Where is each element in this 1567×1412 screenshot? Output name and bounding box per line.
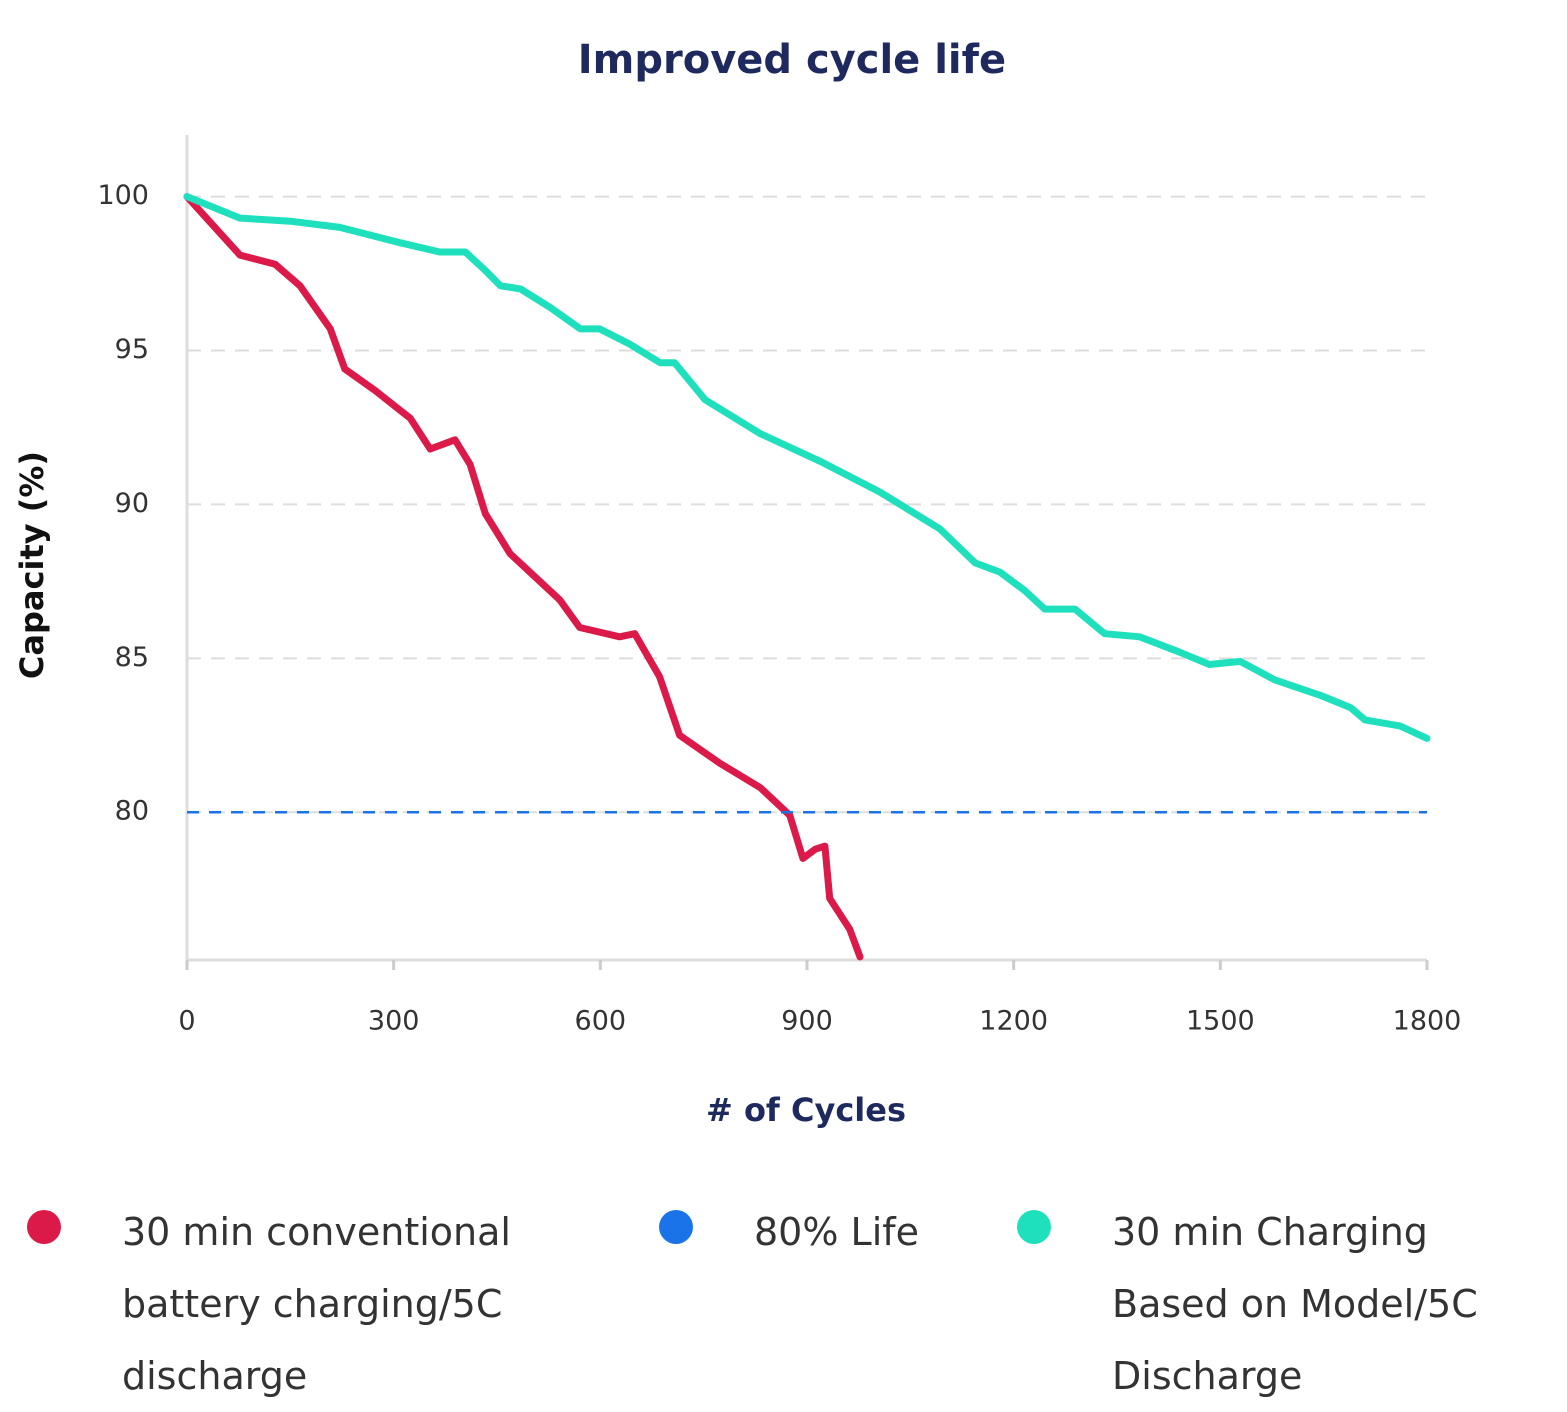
legend-item: 80% Life <box>659 1196 1054 1268</box>
x-tick-label: 1500 <box>1186 1006 1255 1037</box>
y-tick-label: 100 <box>97 180 149 211</box>
legend-label: 30 min conventional battery charging/5C … <box>122 1210 511 1398</box>
x-axis-label: # of Cycles <box>706 1091 906 1129</box>
y-tick-label: 85 <box>115 642 149 673</box>
x-tick-label: 1200 <box>979 1006 1048 1037</box>
x-tick-label: 900 <box>781 1006 833 1037</box>
y-tick-label: 90 <box>115 488 149 519</box>
legend-label: 80% Life <box>754 1210 920 1254</box>
legend-label: 30 min Charging Based on Model/5C Discha… <box>1112 1210 1478 1398</box>
legend-marker <box>1017 1210 1051 1244</box>
chart: Improved cycle life # of Cycles Capacity… <box>13 37 1462 1129</box>
legend-marker <box>659 1210 693 1244</box>
y-axis-label: Capacity (%) <box>13 451 51 679</box>
x-tick-label: 300 <box>368 1006 420 1037</box>
series-line <box>183 193 864 961</box>
y-tick-label: 80 <box>115 796 149 827</box>
chart-title: Improved cycle life <box>578 37 1006 83</box>
legend-item: 30 min conventional battery charging/5C … <box>27 1196 572 1412</box>
series-line <box>183 193 1431 742</box>
legend-item: 30 min Charging Based on Model/5C Discha… <box>1017 1196 1552 1412</box>
x-tick-label: 600 <box>575 1006 627 1037</box>
x-tick-label: 0 <box>178 1006 195 1037</box>
x-tick-label: 1800 <box>1393 1006 1462 1037</box>
legend-marker <box>27 1210 61 1244</box>
y-tick-label: 95 <box>115 334 149 365</box>
